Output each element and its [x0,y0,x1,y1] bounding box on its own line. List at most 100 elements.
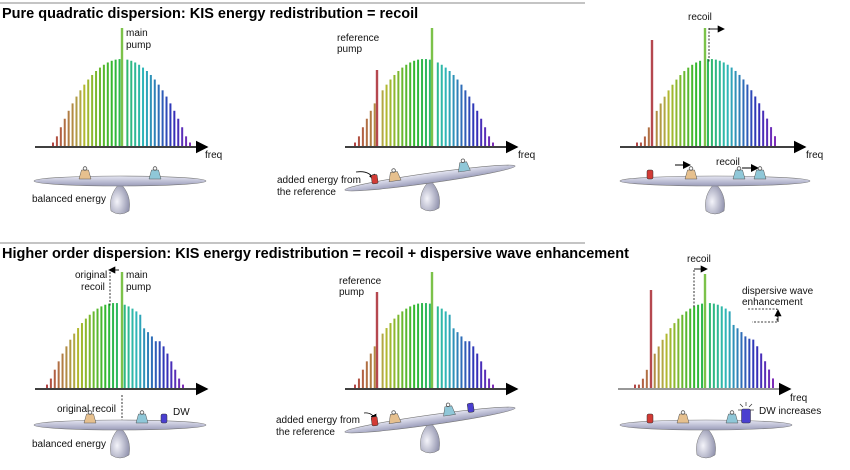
pump-line [430,28,434,146]
spectral-line [373,346,376,388]
spectral-line [147,332,150,388]
spectral-line [126,59,129,146]
spectral-line [79,90,82,146]
spectra [35,28,807,396]
spectral-line [138,64,141,146]
caption: balanced energy [32,194,106,205]
weight-idler [443,405,456,417]
spectral-line [722,62,725,146]
weight-signal [676,413,690,424]
pump-label: pump [126,40,151,51]
spectral-line [492,142,494,146]
spectral-line [405,64,408,146]
spectral-line [413,60,416,146]
spectral-line [424,59,427,146]
spectral-line [641,378,644,388]
spectral-line [716,304,719,388]
spectral-line [480,118,483,146]
spectral-line [77,328,80,388]
beam [344,406,516,434]
spectral-line [166,353,169,388]
spectral-line [63,118,66,146]
spectral-line [468,96,471,146]
spectral-line [472,346,475,388]
spectral-line [460,84,463,146]
dw-label: DW increases [759,406,821,417]
spectral-line [55,136,58,146]
spectral-line [145,71,148,146]
section-title: Pure quadratic dispersion: KIS energy re… [2,6,418,22]
weight-reference [370,416,379,427]
weight-idler [458,161,471,173]
pump-label: pump [126,282,151,293]
weight-reference [646,413,654,424]
seesaw [33,166,207,215]
dw-enhancement-label: enhancement [742,297,803,308]
spectral-line [96,308,99,388]
spectral-line [708,303,711,388]
dw-label: DW [173,407,190,418]
spectral-line [738,74,741,146]
spectral-line [157,84,160,146]
spectral-line [110,60,113,146]
spectral-line [685,311,688,388]
weight-dw [741,408,751,424]
spectral-line [440,308,443,388]
spectral-line [448,71,451,146]
weight-signal-handle [82,166,88,171]
dw-enhancement-label: dispersive wave [742,286,814,297]
spectral-line [385,84,388,146]
weight-signal [78,169,92,180]
spectral-line [169,103,172,146]
spectral-line [440,64,443,146]
spectral-line [689,308,692,388]
spectral-line [726,64,729,146]
spectral-line [87,79,90,146]
spectral-line [92,311,95,388]
weight-idler-handle [139,410,145,415]
spectral-line [697,304,700,388]
spectral-line [106,62,109,147]
spectral-line [742,79,745,146]
spectral-line [401,67,404,146]
spectral-line [476,110,479,146]
spectral-line [669,328,672,388]
spectral-line [639,142,642,146]
weight-signal [83,413,97,424]
weight-signal-handle [391,410,396,415]
spectral-line [397,71,400,146]
spectral-line [456,332,459,388]
spectral-line [67,110,70,146]
spectral-line [710,59,713,146]
spectral-line [655,110,658,146]
spectral-line [643,136,646,146]
spectral-line [492,384,494,388]
reference-pump-line [375,292,379,388]
recoil-label: original [75,270,107,281]
spectral-line [436,62,439,147]
beam-group [33,410,207,431]
spectral-line [189,142,191,146]
spectral-line [143,328,146,388]
pump-line [430,272,434,388]
weight-idler [725,413,739,424]
spectral-line [52,142,54,146]
pump-line [703,28,707,146]
spectral-line [730,67,733,146]
spectral-line [114,59,117,146]
weight-signal-handle [391,168,396,173]
spectral-line [71,103,74,146]
spectral-line [665,333,668,388]
spectrum-panel [35,272,209,396]
spectral-line [663,96,666,146]
beam [33,419,207,431]
spectral-line [100,306,103,388]
weight-idler [135,413,149,424]
beam [344,164,516,192]
spectral-line [149,74,152,146]
reference-pump-line [650,40,654,146]
spectral-line [484,369,487,388]
spectral-line [695,62,698,146]
spectral-line [397,314,400,388]
spectrum-panel [345,28,519,154]
